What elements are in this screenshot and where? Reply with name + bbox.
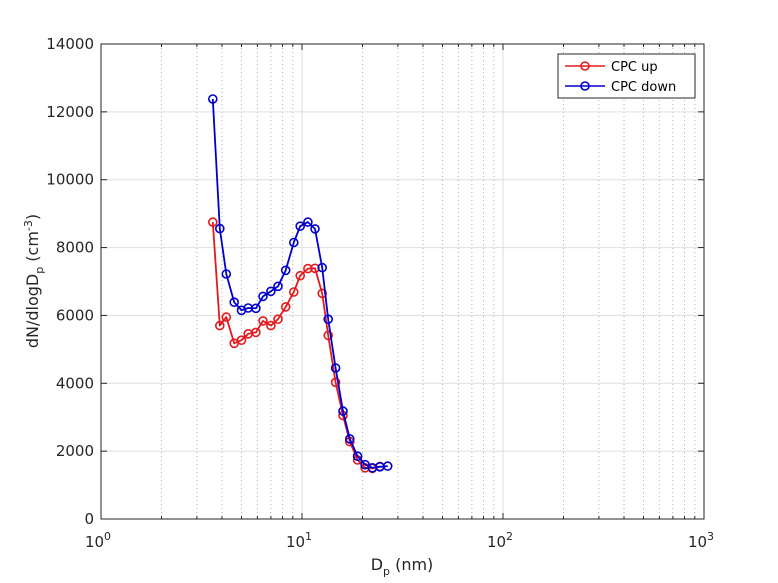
- legend: CPC up CPC down: [557, 53, 696, 99]
- y-tick-labels: 0 2000 4000 6000 8000 10000 12000 14000: [46, 35, 94, 528]
- x-tick-label: 100: [85, 530, 111, 551]
- data-point-cpc-down: [221, 269, 232, 279]
- data-point-cpc-up: [288, 287, 299, 297]
- data-point-cpc-up: [280, 302, 291, 312]
- data-point-cpc-up: [330, 377, 341, 388]
- data-point-cpc-up: [251, 327, 261, 338]
- data-point-cpc-down: [251, 303, 261, 314]
- data-point-cpc-down: [344, 434, 355, 444]
- tick-marks: [100, 43, 705, 520]
- data-point-cpc-down: [330, 363, 341, 373]
- data-point-cpc-down: [266, 286, 276, 297]
- data-point-cpc-down: [382, 461, 393, 471]
- y-tick-label: 8000: [56, 239, 94, 257]
- y-tick-label: 12000: [46, 103, 94, 121]
- data-point-cpc-down: [310, 224, 320, 234]
- legend-box: [557, 53, 696, 99]
- plot-frame: [100, 43, 705, 520]
- data-point-cpc-up: [221, 312, 232, 322]
- data-point-cpc-up: [266, 320, 276, 331]
- y-tick-label: 4000: [56, 374, 94, 392]
- plot-background: [101, 44, 704, 519]
- data-point-cpc-down: [229, 297, 239, 308]
- data-point-cpc-up: [236, 335, 247, 346]
- data-point-cpc-up: [303, 263, 313, 274]
- series-line-cpc-down: [211, 98, 388, 469]
- data-point-cpc-up: [273, 314, 283, 325]
- data-point-cpc-down: [338, 406, 348, 416]
- data-point-cpc-down: [208, 94, 218, 104]
- y-tick-label: 6000: [56, 306, 94, 324]
- data-point-cpc-down: [288, 237, 299, 248]
- data-point-cpc-down: [317, 262, 328, 273]
- data-point-cpc-down: [323, 314, 334, 325]
- data-point-cpc-down: [273, 281, 283, 292]
- x-tick-labels: 100 101 102 103: [85, 530, 714, 551]
- y-tick-label: 0: [84, 510, 94, 528]
- legend-marker-cpc-down: [580, 81, 590, 91]
- x-tick-label: 103: [688, 530, 714, 551]
- data-point-cpc-down: [303, 217, 313, 227]
- x-axis-label: Dp (nm): [371, 555, 434, 578]
- legend-label-cpc-down: CPC down: [611, 80, 676, 95]
- legend-label-cpc-up: CPC up: [611, 60, 658, 75]
- legend-marker-cpc-up: [580, 61, 590, 71]
- data-point-cpc-down: [215, 223, 225, 234]
- y-tick-label: 2000: [56, 442, 94, 460]
- data-point-cpc-up: [208, 217, 218, 227]
- x-tick-label: 102: [487, 530, 513, 551]
- data-point-cpc-up: [323, 330, 334, 341]
- data-point-cpc-down: [295, 221, 306, 231]
- series-layer: [208, 94, 393, 474]
- y-tick-label: 10000: [46, 171, 94, 189]
- data-point-cpc-down: [280, 265, 291, 276]
- data-point-cpc-down: [352, 451, 363, 462]
- data-point-cpc-up: [317, 288, 328, 299]
- y-axis-label: dN/dlogDp (cm-3): [22, 214, 46, 348]
- x-tick-label: 101: [286, 530, 312, 551]
- data-point-cpc-up: [295, 270, 306, 281]
- data-point-cpc-down: [258, 291, 268, 302]
- y-tick-label: 14000: [46, 35, 94, 53]
- data-point-cpc-up: [215, 320, 225, 331]
- data-point-cpc-up: [258, 316, 268, 326]
